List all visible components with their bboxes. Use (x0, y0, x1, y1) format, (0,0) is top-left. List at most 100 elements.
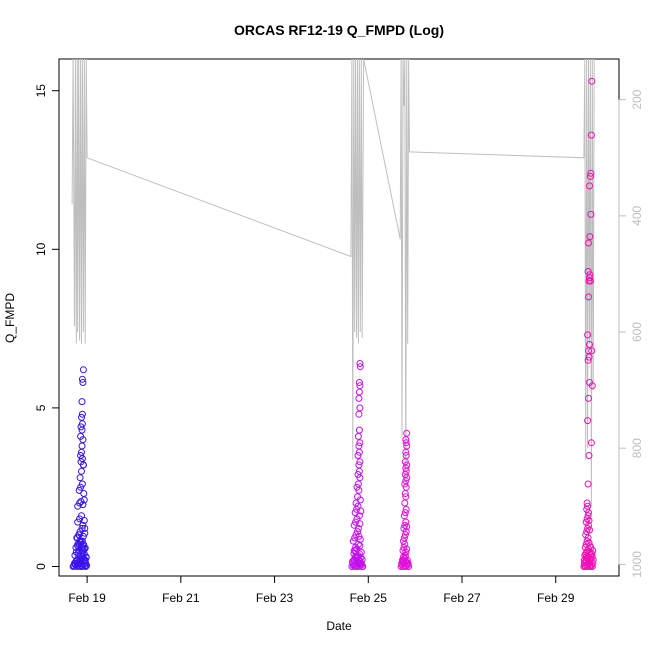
y-axis: 0 5 10 15 (34, 84, 60, 570)
data-point (586, 526, 593, 534)
data-point (587, 439, 595, 447)
data-point (80, 490, 88, 497)
data-point (81, 524, 89, 532)
secondary-series-line (71, 58, 595, 507)
data-point (78, 410, 86, 418)
data-point (586, 556, 594, 564)
data-point (402, 452, 410, 459)
data-point (585, 452, 593, 459)
data-point (78, 375, 86, 383)
data-point (354, 452, 362, 459)
data-point (76, 499, 84, 507)
data-point (355, 394, 363, 402)
data-point (355, 512, 363, 520)
data-point (584, 356, 592, 364)
x-tick-label: Feb 25 (350, 591, 388, 605)
data-point (589, 556, 597, 564)
data-point (355, 442, 363, 450)
data-point (77, 452, 85, 459)
data-point (355, 379, 363, 386)
data-point (354, 540, 362, 548)
data-point (401, 521, 409, 529)
data-point (586, 172, 594, 180)
data-point (78, 420, 86, 428)
data-point (355, 426, 363, 434)
y-tick-label: 15 (34, 84, 48, 98)
data-point (400, 512, 408, 520)
data-point (588, 77, 596, 85)
data-point (401, 499, 409, 507)
data-point (585, 394, 592, 402)
data-point (586, 233, 594, 241)
data-point (79, 366, 87, 374)
x-tick-label: Feb 27 (443, 591, 481, 605)
data-point (355, 410, 363, 418)
data-point (584, 417, 592, 425)
data-point (76, 474, 84, 482)
data-point (356, 496, 364, 504)
data-point (79, 461, 87, 469)
data-point (78, 480, 86, 488)
data-point (78, 467, 85, 475)
secondary-y-axis: 200 400 600 800 1000 (618, 89, 644, 578)
data-point (402, 518, 410, 526)
data-point (354, 471, 362, 478)
data-point (354, 480, 362, 488)
data-point (352, 518, 360, 526)
data-point (401, 531, 409, 539)
data-point (358, 563, 366, 570)
x-tick-label: Feb 23 (256, 591, 294, 605)
y-tick-label: 10 (34, 242, 48, 256)
data-point (585, 509, 592, 517)
data-point (583, 515, 591, 523)
data-point (356, 439, 364, 447)
data-point (584, 480, 592, 488)
data-point (582, 531, 590, 539)
data-point (585, 293, 592, 301)
data-point (587, 210, 595, 218)
data-point (586, 274, 593, 282)
data-point (588, 382, 596, 390)
data-point (584, 524, 592, 532)
data-point (356, 536, 364, 543)
data-point (354, 432, 362, 440)
plot-frame (58, 58, 620, 577)
data-point (588, 550, 596, 558)
data-point (586, 277, 594, 285)
data-point (79, 540, 87, 548)
data-point (354, 528, 361, 536)
data-point (403, 461, 411, 469)
data-point (356, 404, 364, 412)
data-point (355, 388, 363, 396)
data-point (356, 382, 364, 390)
y-tick-label: 0 (34, 563, 48, 570)
secondary-y-tick-label: 800 (630, 438, 644, 458)
data-point (403, 429, 411, 437)
data-point (584, 268, 592, 275)
data-point (78, 398, 86, 406)
secondary-y-tick-label: 600 (630, 322, 644, 342)
data-point (399, 537, 407, 545)
data-point (402, 505, 410, 513)
data-point (355, 461, 363, 469)
points-layer (69, 77, 597, 570)
data-point (352, 547, 360, 555)
data-point (403, 523, 411, 531)
data-point (401, 509, 409, 517)
secondary-y-tick-label: 1000 (630, 551, 644, 578)
data-point (400, 534, 408, 542)
data-point (353, 483, 361, 491)
data-point (402, 439, 410, 447)
x-axis-label: Date (326, 619, 352, 633)
data-point (585, 539, 593, 547)
data-point (354, 524, 362, 532)
chart-title: ORCAS RF12-19 Q_FMPD (Log) (234, 22, 444, 38)
x-axis: Feb 19 Feb 21 Feb 23 Feb 25 Feb 27 Feb 29 (68, 575, 575, 605)
data-point (403, 442, 411, 450)
data-point (349, 537, 357, 545)
x-tick-label: Feb 29 (537, 591, 575, 605)
data-point (584, 512, 592, 520)
data-point (402, 548, 410, 556)
data-point (78, 413, 85, 421)
